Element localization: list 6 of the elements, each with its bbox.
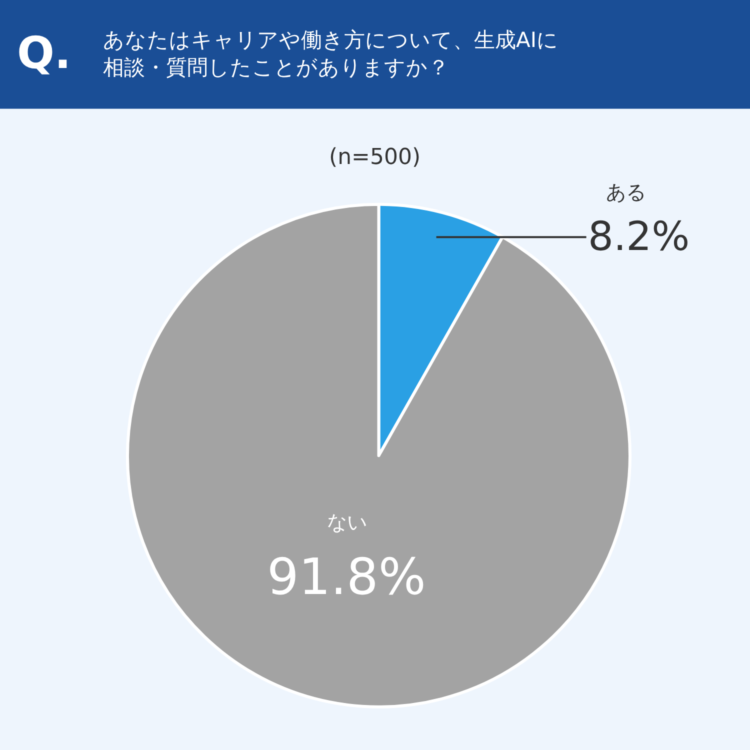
chart-subtitle: (n=500) [329,145,421,170]
chart-title: Q. あなたはキャリアや働き方について、生成AIに相談・質問したことがありますか？ [17,28,559,80]
data-label: 91.8% [267,548,426,606]
slice-label: ない [327,510,367,534]
slice-label: ある [606,180,646,204]
data-label: 8.2% [588,214,690,260]
